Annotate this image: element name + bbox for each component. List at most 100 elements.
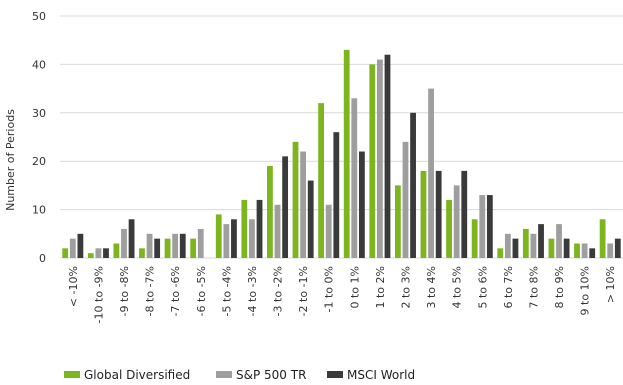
legend-swatch bbox=[327, 371, 343, 378]
bar bbox=[87, 253, 94, 258]
bar bbox=[599, 219, 606, 258]
bar bbox=[589, 248, 596, 258]
y-tick-label: 30 bbox=[32, 107, 46, 120]
bar bbox=[139, 248, 145, 258]
bar bbox=[197, 228, 204, 258]
legend: Global Diversified S&P 500 TR MSCI World bbox=[64, 368, 415, 382]
y-tick-label: 20 bbox=[32, 155, 46, 168]
legend-label: S&P 500 TR bbox=[236, 368, 306, 382]
x-tick-label: 3 to 4% bbox=[425, 266, 438, 309]
bar bbox=[267, 166, 273, 258]
y-axis-label: Number of Periods bbox=[4, 109, 17, 211]
bar bbox=[512, 238, 519, 258]
x-tick-label: 9 to 10% bbox=[579, 266, 592, 315]
bar bbox=[607, 243, 614, 258]
x-tick-label: -1 to 0% bbox=[323, 266, 336, 312]
bar bbox=[274, 204, 281, 258]
bar bbox=[300, 151, 307, 258]
x-axis-ticks: < -10% -10 to -9% -9 to -8% -8 to -7% -7 to … bbox=[67, 266, 617, 323]
y-tick-label: 40 bbox=[32, 58, 46, 71]
bar bbox=[318, 103, 325, 259]
bar bbox=[95, 248, 102, 258]
bar bbox=[172, 233, 179, 258]
bar bbox=[453, 185, 460, 258]
bars bbox=[62, 49, 621, 259]
bar bbox=[241, 199, 248, 258]
bar bbox=[384, 54, 391, 258]
bar bbox=[530, 233, 537, 258]
bar bbox=[128, 219, 135, 258]
x-tick-label: 4 to 5% bbox=[451, 266, 464, 309]
x-tick-label: -7 to -6% bbox=[169, 266, 182, 316]
bar bbox=[410, 112, 416, 258]
bar bbox=[402, 141, 409, 258]
bar bbox=[461, 170, 468, 258]
x-tick-label: > 10% bbox=[604, 266, 617, 303]
bar bbox=[69, 238, 76, 258]
legend-swatch bbox=[216, 371, 232, 378]
y-tick-label: 50 bbox=[32, 10, 46, 23]
x-tick-label: 1 to 2% bbox=[374, 266, 387, 309]
bar bbox=[497, 248, 504, 258]
x-tick-label: -10 to -9% bbox=[92, 266, 105, 323]
bar bbox=[522, 228, 529, 258]
bar bbox=[614, 238, 621, 258]
bar bbox=[556, 224, 562, 258]
bar bbox=[369, 64, 376, 259]
x-tick-label: -4 to -3% bbox=[246, 266, 259, 316]
bar bbox=[113, 243, 120, 258]
bar bbox=[307, 180, 314, 258]
x-tick-label: -3 to -2% bbox=[272, 266, 285, 316]
x-tick-label: 0 to 1% bbox=[348, 266, 361, 309]
x-tick-label: -2 to -1% bbox=[297, 266, 310, 316]
y-tick-label: 10 bbox=[32, 204, 46, 217]
bar bbox=[563, 238, 570, 258]
x-tick-label: 5 to 6% bbox=[476, 266, 489, 309]
bar bbox=[164, 238, 171, 258]
gridlines bbox=[60, 15, 623, 259]
bar bbox=[77, 233, 84, 258]
legend-label: Global Diversified bbox=[84, 368, 190, 382]
x-tick-label: 7 to 8% bbox=[527, 266, 540, 309]
bar bbox=[581, 243, 588, 258]
bar bbox=[471, 219, 478, 258]
bar bbox=[62, 248, 69, 258]
bar bbox=[154, 238, 161, 258]
bar bbox=[282, 156, 289, 258]
bar bbox=[249, 219, 255, 258]
bar bbox=[292, 141, 299, 258]
bar bbox=[146, 233, 153, 258]
x-tick-label: 2 to 3% bbox=[399, 266, 412, 309]
bar bbox=[574, 243, 580, 258]
bar bbox=[446, 199, 452, 258]
y-axis-ticks: 0 10 20 30 40 50 bbox=[32, 10, 46, 265]
bar bbox=[358, 151, 365, 258]
bar bbox=[435, 170, 442, 258]
bar bbox=[333, 132, 340, 258]
bar bbox=[325, 204, 332, 258]
x-tick-label: -9 to -8% bbox=[118, 266, 131, 316]
bar bbox=[548, 238, 555, 258]
bar bbox=[420, 170, 427, 258]
x-tick-label: -6 to -5% bbox=[195, 266, 208, 316]
bar bbox=[103, 248, 109, 258]
bar bbox=[215, 214, 222, 258]
bar bbox=[351, 98, 358, 258]
bar bbox=[486, 195, 493, 258]
x-tick-label: -8 to -7% bbox=[144, 266, 157, 316]
bar bbox=[121, 228, 127, 258]
bar bbox=[256, 199, 263, 258]
x-tick-label: 8 to 9% bbox=[553, 266, 566, 309]
x-tick-label: -5 to -4% bbox=[220, 266, 233, 316]
legend-label: MSCI World bbox=[347, 368, 415, 382]
bar bbox=[394, 185, 401, 258]
x-tick-label: 6 to 7% bbox=[502, 266, 515, 309]
x-tick-label: < -10% bbox=[67, 266, 80, 307]
bar bbox=[223, 224, 230, 258]
y-tick-label: 0 bbox=[39, 252, 46, 265]
bar bbox=[190, 238, 197, 258]
bar bbox=[231, 219, 237, 258]
legend-swatch bbox=[64, 371, 80, 378]
bar bbox=[376, 59, 383, 259]
